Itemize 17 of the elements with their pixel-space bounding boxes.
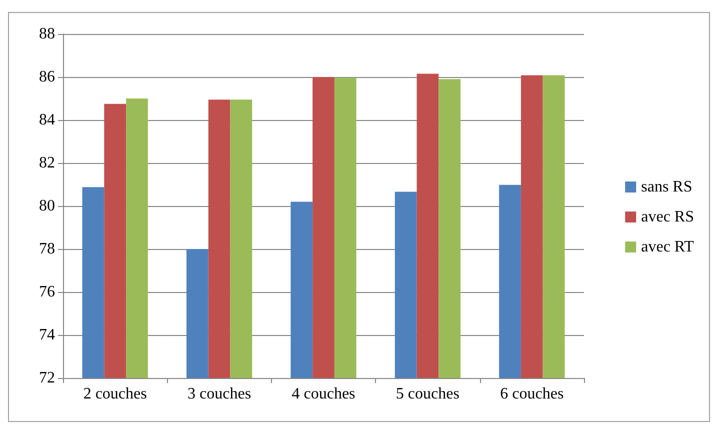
y-tick-label: 82 (39, 154, 55, 172)
y-tick-label: 74 (39, 326, 55, 344)
y-tick-label: 84 (39, 112, 55, 128)
x-tick-label: 3 couches (188, 386, 252, 402)
legend-label: avec RS (641, 208, 694, 226)
x-tick-label: 5 couches (396, 386, 460, 402)
y-tick-label: 78 (39, 240, 55, 258)
x-tick-label: 2 couches (83, 386, 147, 402)
legend-label: sans RS (641, 178, 692, 196)
y-tick-label: 88 (39, 26, 55, 42)
y-tick-label: 72 (39, 370, 55, 386)
x-tick-label: 6 couches (500, 386, 564, 402)
y-tick-label: 86 (39, 68, 55, 86)
y-tick-label: 76 (39, 284, 55, 300)
x-tick-label: 4 couches (292, 386, 356, 402)
legend-label: avec RT (641, 238, 694, 256)
y-tick-label: 80 (39, 198, 55, 214)
